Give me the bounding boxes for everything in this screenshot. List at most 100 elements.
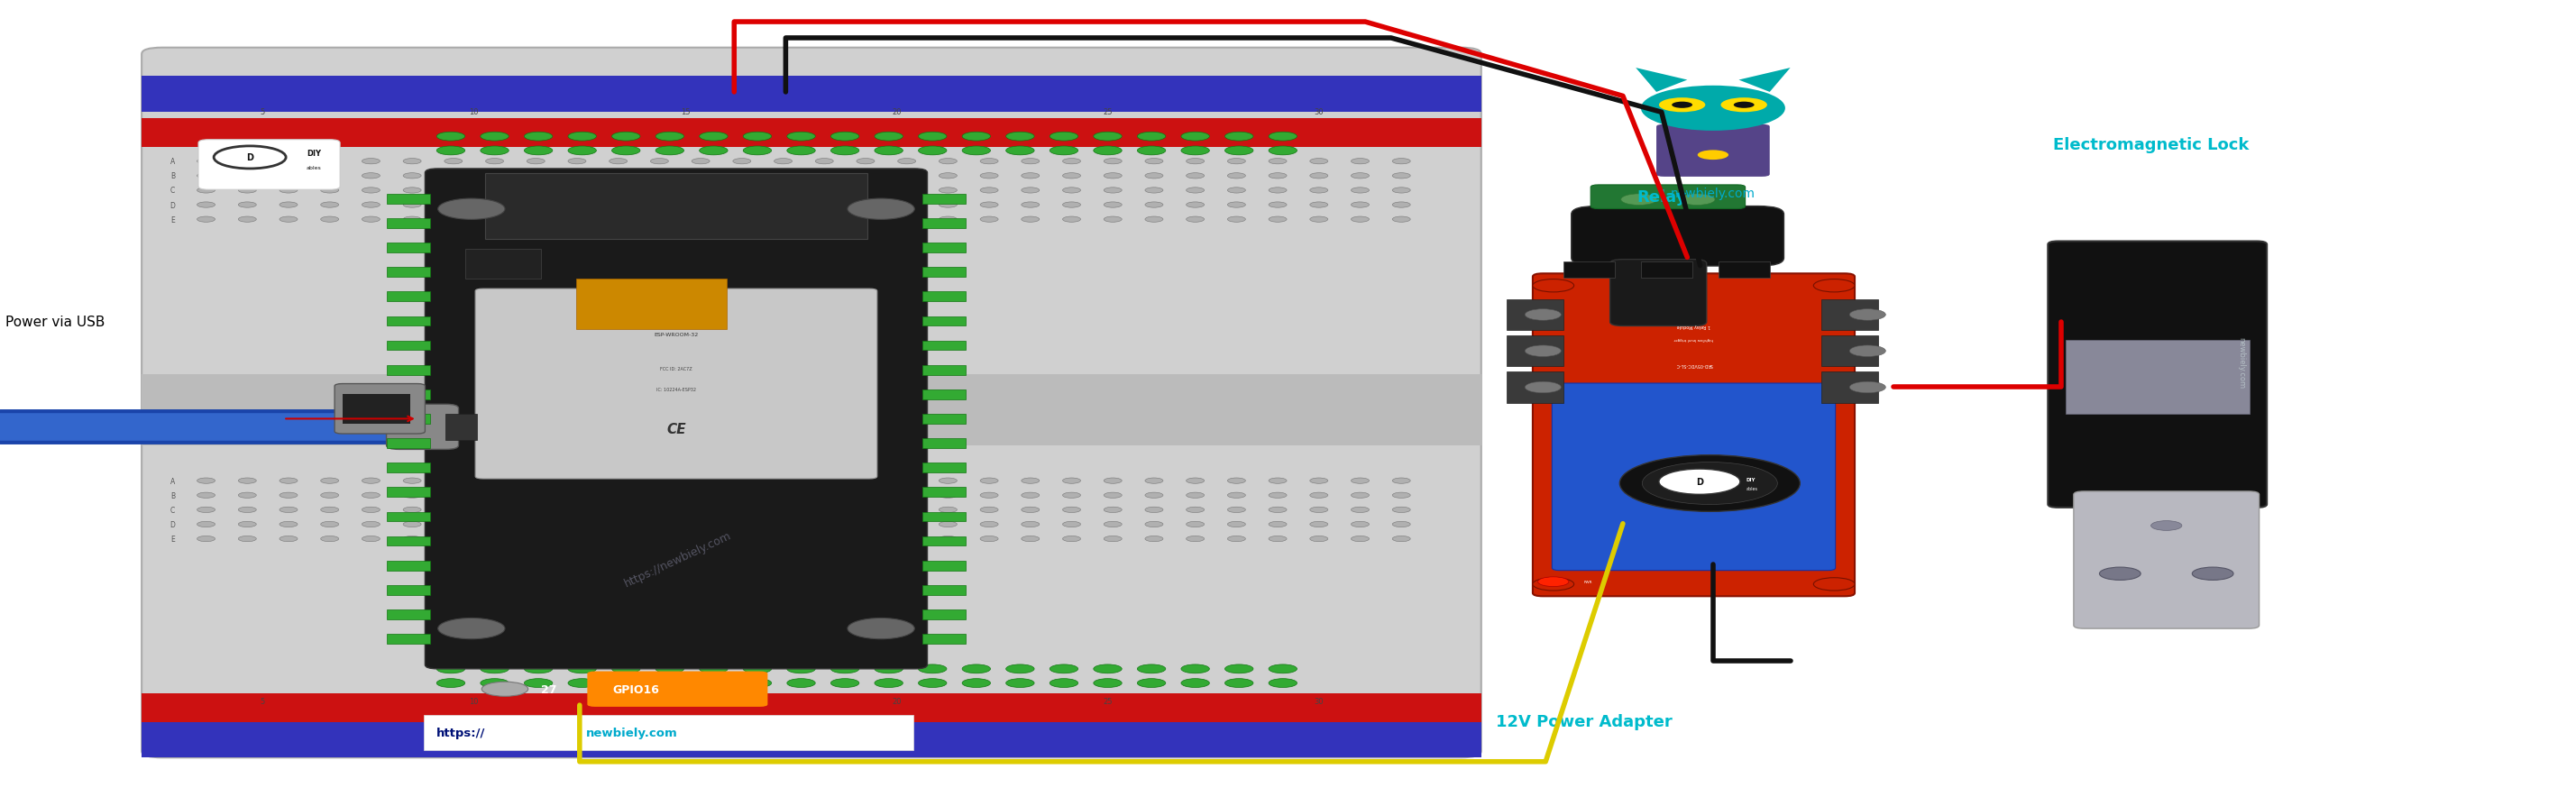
- Bar: [1718, 262, 1770, 278]
- Circle shape: [528, 507, 546, 513]
- Circle shape: [773, 173, 793, 179]
- Circle shape: [196, 159, 216, 164]
- Circle shape: [1311, 507, 1329, 513]
- Bar: [1821, 300, 1878, 330]
- Circle shape: [1051, 664, 1079, 674]
- Circle shape: [1311, 536, 1329, 542]
- Circle shape: [402, 521, 422, 527]
- Circle shape: [569, 188, 587, 193]
- Bar: [386, 512, 430, 521]
- Circle shape: [1092, 664, 1123, 674]
- Circle shape: [528, 478, 546, 484]
- Bar: [922, 292, 966, 301]
- Circle shape: [361, 202, 381, 208]
- Circle shape: [1103, 159, 1121, 164]
- Circle shape: [567, 679, 595, 688]
- Circle shape: [855, 507, 876, 513]
- Circle shape: [484, 536, 505, 542]
- Circle shape: [979, 217, 997, 222]
- Bar: [1821, 336, 1878, 367]
- Circle shape: [1533, 578, 1574, 591]
- Circle shape: [1311, 159, 1329, 164]
- Circle shape: [569, 521, 587, 527]
- Bar: [922, 585, 966, 595]
- Circle shape: [1270, 173, 1288, 179]
- Bar: [1821, 372, 1878, 403]
- Circle shape: [1267, 147, 1298, 156]
- Circle shape: [1352, 159, 1370, 164]
- Circle shape: [237, 159, 258, 164]
- Bar: [922, 317, 966, 326]
- Circle shape: [278, 478, 296, 484]
- Circle shape: [443, 478, 464, 484]
- Circle shape: [940, 188, 958, 193]
- Circle shape: [196, 507, 216, 513]
- Circle shape: [773, 202, 793, 208]
- Circle shape: [649, 521, 670, 527]
- Bar: [922, 634, 966, 644]
- Circle shape: [1229, 492, 1247, 498]
- Circle shape: [196, 478, 216, 484]
- Circle shape: [1064, 507, 1082, 513]
- Circle shape: [443, 507, 464, 513]
- Circle shape: [402, 478, 422, 484]
- Circle shape: [1136, 132, 1164, 141]
- Circle shape: [690, 507, 711, 513]
- Circle shape: [654, 679, 685, 688]
- Circle shape: [1525, 310, 1561, 321]
- Circle shape: [1659, 469, 1741, 495]
- Circle shape: [361, 188, 381, 193]
- Circle shape: [1188, 188, 1206, 193]
- Circle shape: [899, 159, 917, 164]
- Circle shape: [443, 492, 464, 498]
- Bar: [922, 390, 966, 400]
- Circle shape: [979, 478, 997, 484]
- Circle shape: [1180, 147, 1211, 156]
- Circle shape: [1267, 664, 1298, 674]
- Circle shape: [569, 536, 587, 542]
- Circle shape: [855, 202, 876, 208]
- Text: 10: 10: [469, 108, 479, 116]
- Circle shape: [1311, 492, 1329, 498]
- Circle shape: [701, 132, 729, 141]
- Circle shape: [1270, 188, 1288, 193]
- Circle shape: [196, 492, 216, 498]
- Circle shape: [899, 521, 917, 527]
- Circle shape: [438, 199, 505, 220]
- Circle shape: [855, 217, 876, 222]
- Circle shape: [690, 492, 711, 498]
- Circle shape: [1270, 159, 1288, 164]
- Circle shape: [1698, 151, 1728, 160]
- Bar: [386, 219, 430, 229]
- FancyBboxPatch shape: [142, 48, 1481, 758]
- Text: D: D: [247, 153, 252, 163]
- Circle shape: [319, 217, 340, 222]
- Bar: [922, 243, 966, 253]
- Circle shape: [278, 217, 296, 222]
- Text: 1 Relay Module: 1 Relay Module: [1677, 323, 1710, 328]
- Circle shape: [1525, 382, 1561, 393]
- Circle shape: [773, 521, 793, 527]
- Circle shape: [1020, 173, 1038, 179]
- Circle shape: [1005, 679, 1036, 688]
- Circle shape: [1270, 507, 1288, 513]
- Circle shape: [690, 202, 711, 208]
- Text: 15: 15: [680, 108, 690, 116]
- Circle shape: [214, 147, 286, 169]
- Circle shape: [1229, 536, 1247, 542]
- Circle shape: [1229, 507, 1247, 513]
- Circle shape: [1394, 188, 1412, 193]
- Polygon shape: [1739, 69, 1790, 93]
- Circle shape: [1850, 310, 1886, 321]
- Circle shape: [319, 159, 340, 164]
- Circle shape: [613, 679, 639, 688]
- Circle shape: [940, 217, 958, 222]
- Circle shape: [732, 217, 752, 222]
- Circle shape: [402, 492, 422, 498]
- Text: +: +: [1692, 196, 1700, 205]
- FancyBboxPatch shape: [1589, 185, 1747, 210]
- Text: CE: CE: [667, 422, 685, 436]
- Circle shape: [1144, 507, 1162, 513]
- Bar: [574, 279, 726, 329]
- Circle shape: [979, 492, 997, 498]
